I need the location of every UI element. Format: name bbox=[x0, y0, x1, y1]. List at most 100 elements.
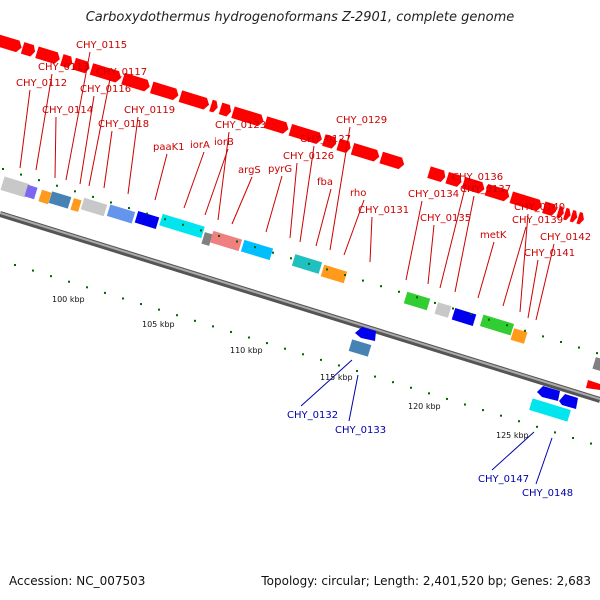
scale-tick bbox=[488, 318, 490, 321]
forward-gene-label: CHY_0135 bbox=[420, 213, 471, 224]
scale-tick bbox=[500, 414, 502, 417]
scale-tick bbox=[182, 223, 184, 226]
scale-tick bbox=[320, 358, 322, 361]
scale-tick bbox=[284, 347, 286, 350]
scale-tick bbox=[470, 313, 472, 316]
forward-gene-label: fba bbox=[317, 177, 333, 188]
scale-tick bbox=[194, 319, 196, 322]
scale-tick bbox=[590, 442, 592, 445]
forward-leader-line bbox=[535, 243, 555, 321]
forward-gene-label: iorA bbox=[190, 140, 210, 151]
forward-gene-label: metK bbox=[480, 230, 507, 241]
forward-leader-line bbox=[439, 183, 467, 289]
scale-tick bbox=[248, 336, 250, 339]
forward-gene-label: CHY_0112 bbox=[16, 78, 67, 89]
forward-gene-arrows bbox=[0, 34, 600, 390]
forward-leader-line bbox=[454, 195, 475, 293]
scale-tick bbox=[452, 307, 454, 310]
forward-leader-line bbox=[54, 116, 57, 179]
forward-gene-label: pyrG bbox=[268, 164, 292, 175]
scale-tick bbox=[38, 179, 40, 182]
forward-gene-label: CHY_0137 bbox=[460, 184, 511, 195]
scale-tick bbox=[362, 279, 364, 282]
scale-ticks bbox=[2, 168, 598, 445]
forward-leader-line bbox=[477, 241, 495, 299]
scale-tick bbox=[212, 325, 214, 328]
scale-tick bbox=[380, 285, 382, 288]
forward-gene-label: CHY_0141 bbox=[524, 248, 575, 259]
scale-tick bbox=[536, 425, 538, 428]
forward-leader-line bbox=[369, 216, 373, 263]
scale-labels: 100 kbp 105 kbp 110 kbp 115 kbp 120 kbp 125 k… bbox=[52, 295, 529, 440]
scale-tick-label: 120 kbp bbox=[408, 402, 441, 411]
forward-gene-label: CHY_0139 bbox=[512, 215, 563, 226]
forward-gene-label: CHY_0140 bbox=[514, 202, 565, 213]
scale-tick bbox=[416, 296, 418, 299]
scale-tick bbox=[434, 301, 436, 304]
scale-tick bbox=[146, 212, 148, 215]
backbone bbox=[0, 211, 600, 403]
scale-tick bbox=[410, 386, 412, 389]
scale-tick bbox=[20, 173, 22, 176]
forward-gene-label: CHY_0117 bbox=[96, 67, 147, 78]
forward-leader-line bbox=[79, 95, 95, 185]
scale-tick bbox=[2, 168, 4, 170]
forward-leader-line bbox=[217, 131, 230, 221]
scale-tick bbox=[572, 436, 574, 439]
forward-leader-line bbox=[35, 73, 53, 171]
reverse-gene-arrows bbox=[355, 327, 578, 409]
scale-tick bbox=[398, 290, 400, 293]
forward-leader-line bbox=[265, 175, 283, 233]
scale-tick bbox=[428, 392, 430, 395]
forward-leader-line bbox=[183, 151, 205, 209]
scale-tick bbox=[446, 397, 448, 400]
forward-leader-line bbox=[88, 78, 111, 187]
scale-tick bbox=[68, 280, 70, 283]
leader-lines bbox=[19, 51, 555, 485]
scale-tick bbox=[464, 403, 466, 406]
forward-gene-label: CHY_0129 bbox=[336, 115, 387, 126]
scale-tick bbox=[176, 314, 178, 317]
scale-tick bbox=[158, 308, 160, 311]
scale-tick bbox=[254, 246, 256, 249]
forward-leader-line bbox=[103, 130, 113, 189]
scale-tick bbox=[482, 409, 484, 412]
scale-tick bbox=[14, 264, 16, 266]
forward-leader-line bbox=[19, 89, 31, 169]
scale-tick bbox=[236, 240, 238, 243]
scale-tick-label: 100 kbp bbox=[52, 295, 85, 304]
reverse-leader-line bbox=[491, 431, 535, 471]
forward-gene-label: CHY_0131 bbox=[358, 205, 409, 216]
forward-leader-line bbox=[154, 153, 168, 201]
forward-gene-label: CHY_0119 bbox=[124, 105, 175, 116]
scale-tick bbox=[110, 201, 112, 204]
reverse-gene-label: CHY_0133 bbox=[335, 425, 386, 436]
forward-leader-line bbox=[289, 162, 298, 239]
reverse-leader-line bbox=[300, 359, 353, 407]
reverse-gene-label: CHY_0147 bbox=[478, 474, 529, 485]
forward-leader-line bbox=[427, 224, 435, 285]
scale-tick bbox=[302, 353, 304, 356]
scale-tick bbox=[554, 431, 556, 434]
forward-leader-line bbox=[299, 145, 315, 243]
forward-gene-label: CHY_0136 bbox=[452, 172, 503, 183]
scale-tick bbox=[200, 229, 202, 232]
scale-tick bbox=[164, 218, 166, 221]
scale-tick bbox=[596, 352, 598, 355]
forward-gene-label: argS bbox=[238, 165, 261, 176]
forward-gene-label: CHY_0126 bbox=[283, 151, 334, 162]
cog-boxes bbox=[0, 176, 600, 422]
forward-leader-line bbox=[329, 126, 351, 251]
scale-tick bbox=[392, 381, 394, 384]
scale-tick bbox=[140, 303, 142, 306]
scale-tick bbox=[374, 375, 376, 378]
scale-tick bbox=[128, 207, 130, 210]
scale-tick bbox=[266, 342, 268, 345]
forward-gene-label: CHY_0115 bbox=[76, 40, 127, 51]
forward-leader-line bbox=[315, 188, 332, 247]
scale-tick bbox=[104, 291, 106, 294]
forward-leader-line bbox=[204, 148, 229, 216]
forward-gene-label: CHY_0142 bbox=[540, 232, 591, 243]
scale-tick bbox=[272, 251, 274, 254]
topology-summary: Topology: circular; Length: 2,401,520 bp… bbox=[261, 574, 591, 588]
